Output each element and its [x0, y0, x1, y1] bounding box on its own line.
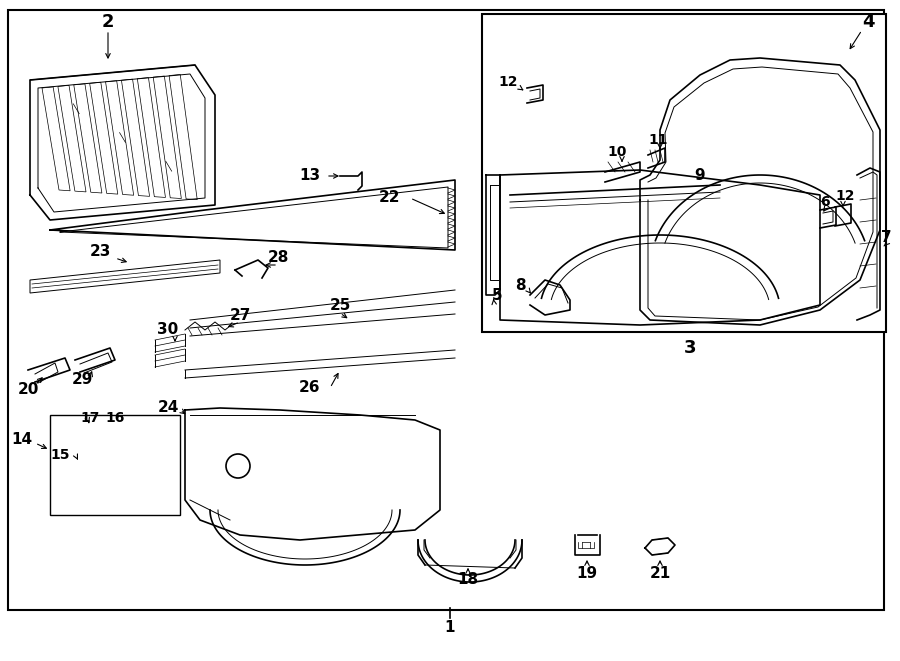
Text: 12: 12: [835, 189, 855, 203]
Bar: [50, 415, 180, 515]
Text: 16: 16: [105, 411, 125, 425]
Text: 12: 12: [499, 75, 517, 89]
Text: 28: 28: [267, 251, 289, 266]
Polygon shape: [90, 82, 118, 194]
Polygon shape: [58, 85, 86, 192]
Text: 13: 13: [300, 167, 320, 182]
Polygon shape: [30, 260, 220, 293]
Text: 9: 9: [695, 167, 706, 182]
Text: 15: 15: [50, 448, 70, 462]
Text: 20: 20: [17, 383, 39, 397]
Text: 19: 19: [576, 566, 598, 580]
Text: 8: 8: [515, 278, 526, 293]
Polygon shape: [122, 79, 149, 196]
Polygon shape: [105, 81, 134, 195]
Text: 10: 10: [608, 145, 626, 159]
Text: 6: 6: [820, 195, 830, 209]
Polygon shape: [42, 87, 70, 191]
Bar: [482, 14, 886, 332]
Text: 21: 21: [650, 566, 670, 580]
Text: 25: 25: [329, 297, 351, 313]
Text: 18: 18: [457, 572, 479, 588]
Polygon shape: [74, 84, 102, 193]
Text: 7: 7: [881, 231, 891, 245]
Polygon shape: [138, 77, 166, 198]
Text: 23: 23: [89, 245, 111, 260]
Text: 26: 26: [299, 381, 320, 395]
Text: 29: 29: [71, 373, 93, 387]
Text: 4: 4: [862, 13, 874, 31]
Text: 30: 30: [158, 323, 178, 338]
Text: 5: 5: [491, 288, 502, 303]
Polygon shape: [169, 75, 197, 200]
Text: 1: 1: [445, 621, 455, 635]
Text: 17: 17: [80, 411, 100, 425]
Text: 14: 14: [12, 432, 32, 447]
Text: 2: 2: [102, 13, 114, 31]
Text: 24: 24: [158, 401, 179, 416]
Text: 27: 27: [230, 307, 251, 323]
Text: 11: 11: [648, 133, 668, 147]
Polygon shape: [153, 76, 181, 198]
Text: 3: 3: [684, 339, 697, 357]
Text: 22: 22: [379, 190, 400, 206]
